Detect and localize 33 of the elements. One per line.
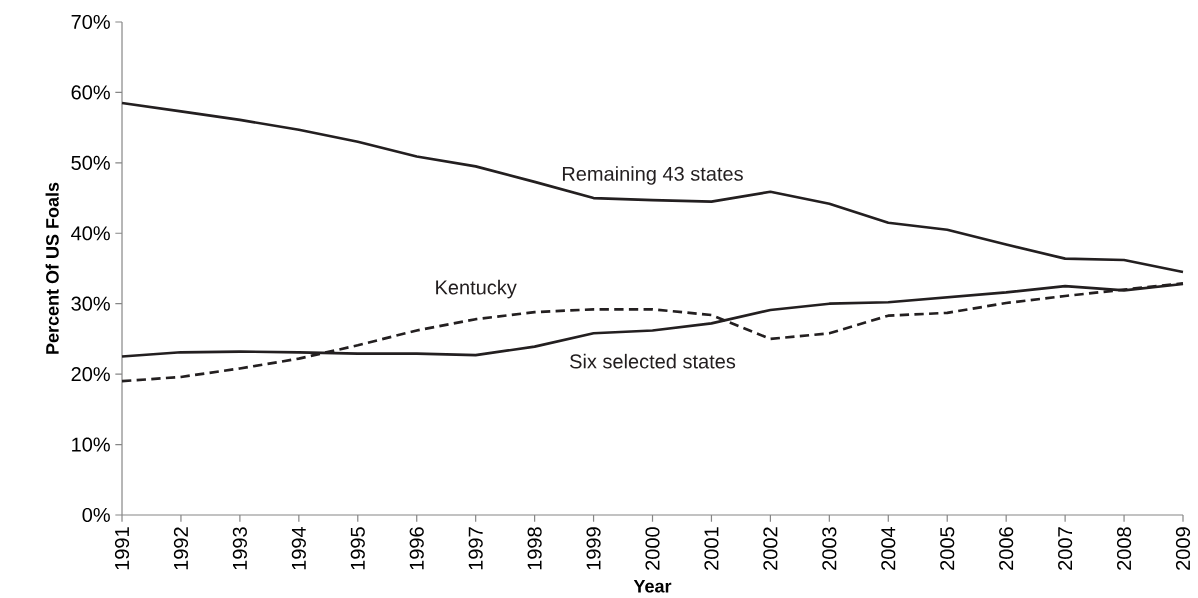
x-tick-label: 2003 bbox=[822, 527, 837, 570]
y-tick-label: 50% bbox=[71, 155, 110, 170]
x-tick-label: 2001 bbox=[704, 527, 719, 570]
y-tick-label: 20% bbox=[71, 367, 110, 382]
x-tick-label: 2005 bbox=[940, 527, 955, 570]
x-tick-label: 1995 bbox=[350, 527, 365, 570]
series-label: Six selected states bbox=[570, 353, 736, 369]
y-axis-title: Percent Of US Foals bbox=[45, 182, 59, 354]
x-tick-label: 2008 bbox=[1116, 527, 1132, 570]
x-tick-label: 1992 bbox=[173, 527, 189, 570]
y-tick-label: 30% bbox=[71, 296, 110, 311]
x-tick-label: 1996 bbox=[409, 527, 424, 570]
x-tick-label: 1999 bbox=[586, 527, 601, 570]
x-tick-label: 2002 bbox=[763, 527, 778, 570]
y-tick-label: 0% bbox=[82, 507, 110, 523]
x-tick-label: 1994 bbox=[291, 526, 306, 570]
x-tick-label: 1993 bbox=[232, 527, 247, 570]
x-tick-label: 2006 bbox=[999, 527, 1014, 570]
x-axis-title: Year bbox=[633, 580, 672, 593]
series-label: Remaining 43 states bbox=[562, 166, 743, 185]
x-tick-label: 2000 bbox=[645, 527, 660, 570]
x-tick-label: 1997 bbox=[468, 527, 483, 570]
x-tick-label: 1991 bbox=[114, 527, 130, 570]
x-tick-label: 2004 bbox=[881, 526, 896, 570]
series-label: Kentucky bbox=[436, 279, 517, 299]
y-tick-label: 70% bbox=[71, 14, 110, 30]
y-tick-label: 10% bbox=[72, 437, 110, 452]
y-tick-label: 40% bbox=[71, 226, 110, 241]
line-series bbox=[120, 101, 1185, 274]
x-tick-label: 2009 bbox=[1175, 527, 1191, 570]
y-tick-label: 60% bbox=[71, 85, 110, 100]
x-tick-label: 1998 bbox=[527, 527, 542, 570]
x-tick-label: 2007 bbox=[1058, 527, 1073, 570]
